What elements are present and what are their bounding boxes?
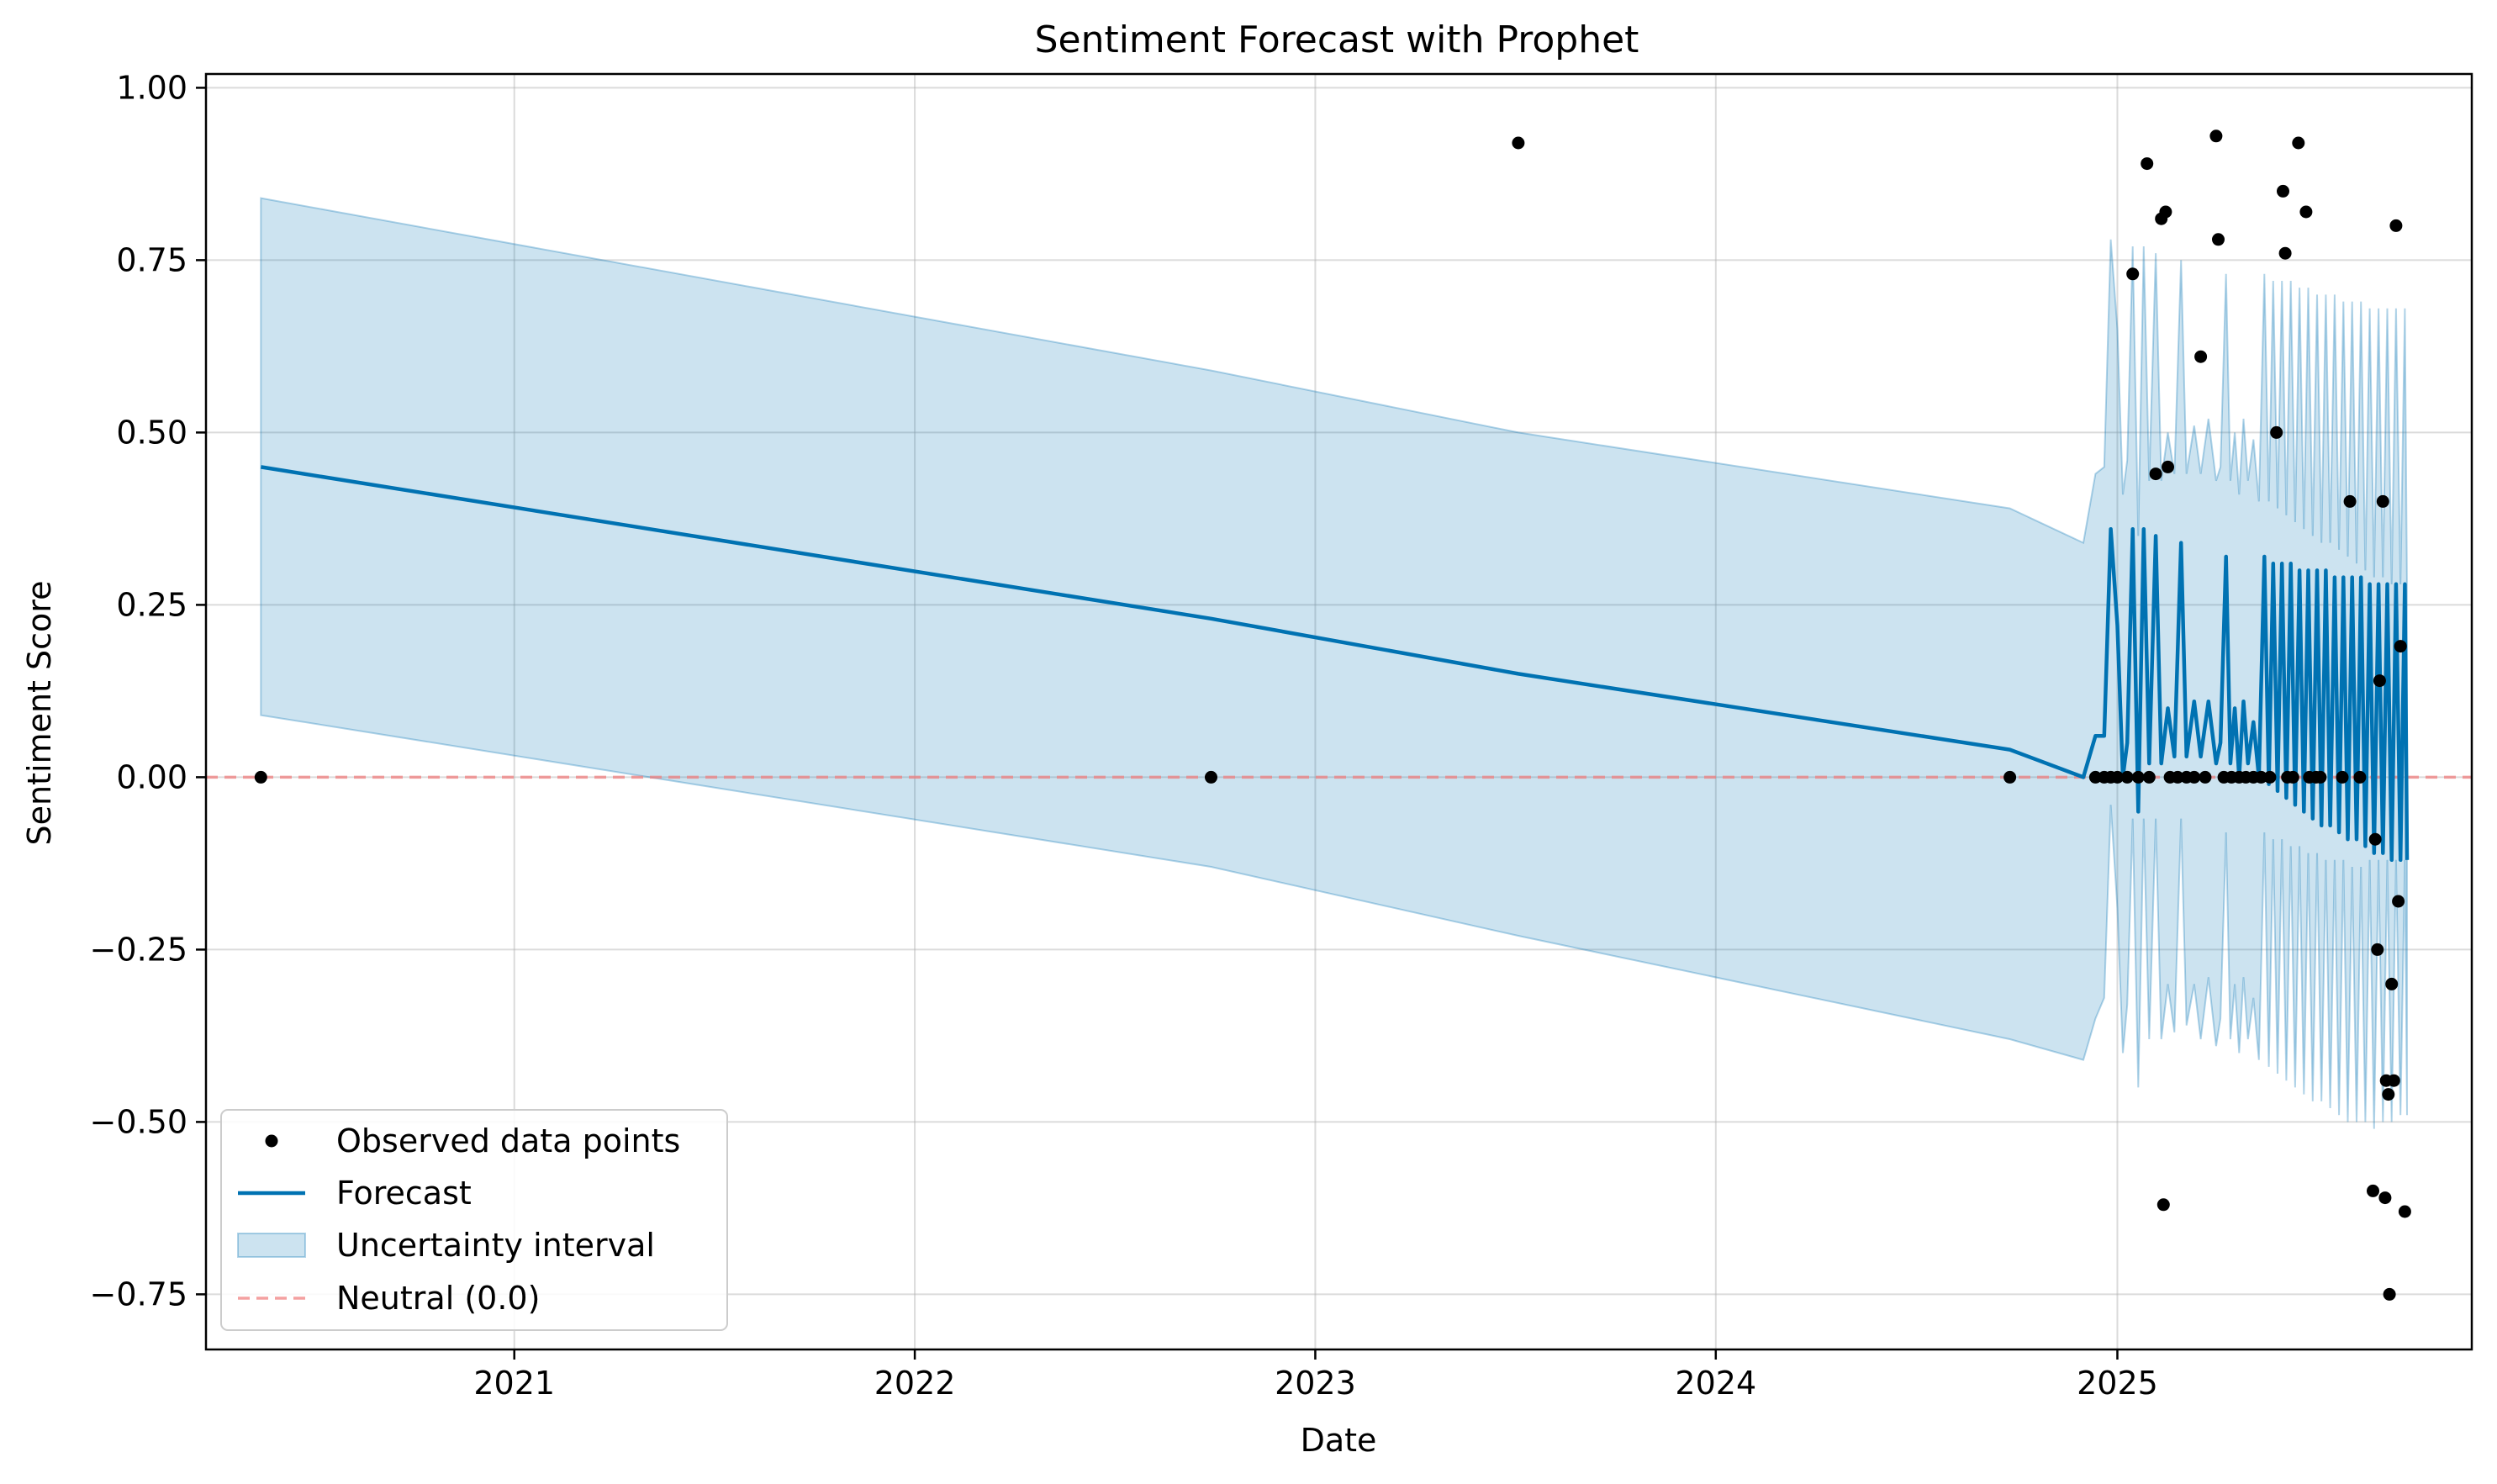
x-axis-ticks: 2021 2022 2023 2024 2025 bbox=[473, 1349, 2158, 1402]
observed-point-60 bbox=[2398, 1205, 2411, 1218]
observed-point-11 bbox=[2141, 157, 2154, 171]
observed-point-37 bbox=[2286, 770, 2299, 784]
observed-point-55 bbox=[2385, 977, 2399, 990]
x-tick-label-2: 2023 bbox=[1275, 1365, 1356, 1402]
observed-point-8 bbox=[2120, 770, 2134, 784]
observed-point-15 bbox=[2156, 1198, 2170, 1212]
observed-point-19 bbox=[2171, 770, 2184, 784]
forecast-line-group bbox=[260, 465, 2410, 863]
y-tick-label-3: 0.25 bbox=[116, 586, 187, 623]
observed-point-47 bbox=[2368, 832, 2382, 846]
chart-title: Sentiment Forecast with Prophet bbox=[1035, 18, 1639, 61]
observed-point-58 bbox=[2392, 895, 2405, 908]
legend-label-interval: Uncertainty interval bbox=[336, 1227, 655, 1264]
observed-point-1 bbox=[1205, 770, 1217, 784]
legend-box bbox=[220, 1109, 728, 1331]
y-axis-label: Sentiment Score bbox=[21, 581, 58, 846]
x-tick-label-0: 2021 bbox=[473, 1365, 555, 1402]
observed-point-23 bbox=[2199, 770, 2212, 784]
observed-point-48 bbox=[2371, 943, 2384, 956]
y-tick-label-5: −0.25 bbox=[90, 931, 187, 968]
legend-swatch-interval bbox=[237, 1233, 306, 1258]
plot-frame bbox=[204, 72, 2473, 1351]
observed-point-45 bbox=[2353, 770, 2367, 784]
observed-point-59 bbox=[2394, 640, 2407, 653]
observed-point-4 bbox=[2088, 770, 2102, 784]
legend: Observed data points Forecast Uncertainty … bbox=[220, 1109, 728, 1331]
legend-label-observed: Observed data points bbox=[336, 1122, 680, 1159]
observed-point-33 bbox=[2270, 425, 2283, 439]
observed-point-17 bbox=[2162, 460, 2174, 473]
uncertainty-interval-area bbox=[260, 197, 2408, 1129]
observed-point-43 bbox=[2336, 770, 2349, 784]
observed-point-32 bbox=[2263, 770, 2277, 784]
y-tick-label-4: 0.00 bbox=[116, 758, 187, 795]
x-tick-label-1: 2022 bbox=[874, 1365, 956, 1402]
observed-point-9 bbox=[2126, 267, 2140, 281]
observed-point-12 bbox=[2142, 770, 2156, 784]
observed-point-24 bbox=[2209, 129, 2223, 143]
observed-point-31 bbox=[2254, 770, 2267, 784]
observed-point-56 bbox=[2387, 1074, 2400, 1087]
observed-point-51 bbox=[2378, 1191, 2392, 1205]
observed-point-16 bbox=[2159, 205, 2172, 219]
observed-point-46 bbox=[2367, 1184, 2379, 1197]
observed-point-7 bbox=[2111, 770, 2124, 784]
x-tick-label-3: 2024 bbox=[1675, 1365, 1756, 1402]
legend-label-neutral: Neutral (0.0) bbox=[336, 1280, 540, 1317]
observed-point-49 bbox=[2373, 674, 2386, 688]
y-tick-label-2: 0.50 bbox=[116, 414, 187, 451]
observed-point-38 bbox=[2292, 136, 2305, 150]
x-axis-label: Date bbox=[1301, 1422, 1377, 1459]
y-tick-label-7: −0.75 bbox=[90, 1275, 187, 1312]
x-tick-label-4: 2025 bbox=[2077, 1365, 2158, 1402]
y-tick-label-0: 1.00 bbox=[116, 69, 187, 106]
uncertainty-band bbox=[260, 197, 2408, 1129]
observed-point-42 bbox=[2314, 770, 2327, 784]
observed-point-2 bbox=[1512, 136, 1525, 150]
observed-point-3 bbox=[2003, 770, 2017, 784]
observed-point-22 bbox=[2194, 350, 2208, 363]
y-axis-ticks: 1.00 0.75 0.50 0.25 0.00 −0.25 −0.50 −0.75 bbox=[90, 69, 206, 1312]
y-tick-label-6: −0.50 bbox=[90, 1103, 187, 1140]
observed-point-50 bbox=[2376, 494, 2389, 508]
observed-point-44 bbox=[2343, 494, 2357, 508]
observed-points bbox=[254, 129, 2411, 1301]
observed-point-0 bbox=[254, 770, 267, 784]
observed-point-34 bbox=[2277, 184, 2289, 198]
observed-point-54 bbox=[2383, 1287, 2396, 1301]
observed-point-53 bbox=[2382, 1088, 2395, 1101]
observed-point-13 bbox=[2149, 467, 2162, 481]
observed-point-21 bbox=[2188, 770, 2201, 784]
y-tick-label-1: 0.75 bbox=[116, 241, 187, 278]
legend-swatch-observed bbox=[265, 1134, 278, 1148]
observed-point-10 bbox=[2131, 770, 2145, 784]
observed-point-35 bbox=[2278, 246, 2292, 260]
forecast-line bbox=[260, 465, 2410, 863]
observed-point-57 bbox=[2389, 219, 2403, 232]
observed-point-25 bbox=[2212, 233, 2225, 246]
legend-label-forecast: Forecast bbox=[336, 1175, 472, 1212]
observed-point-39 bbox=[2299, 205, 2313, 219]
